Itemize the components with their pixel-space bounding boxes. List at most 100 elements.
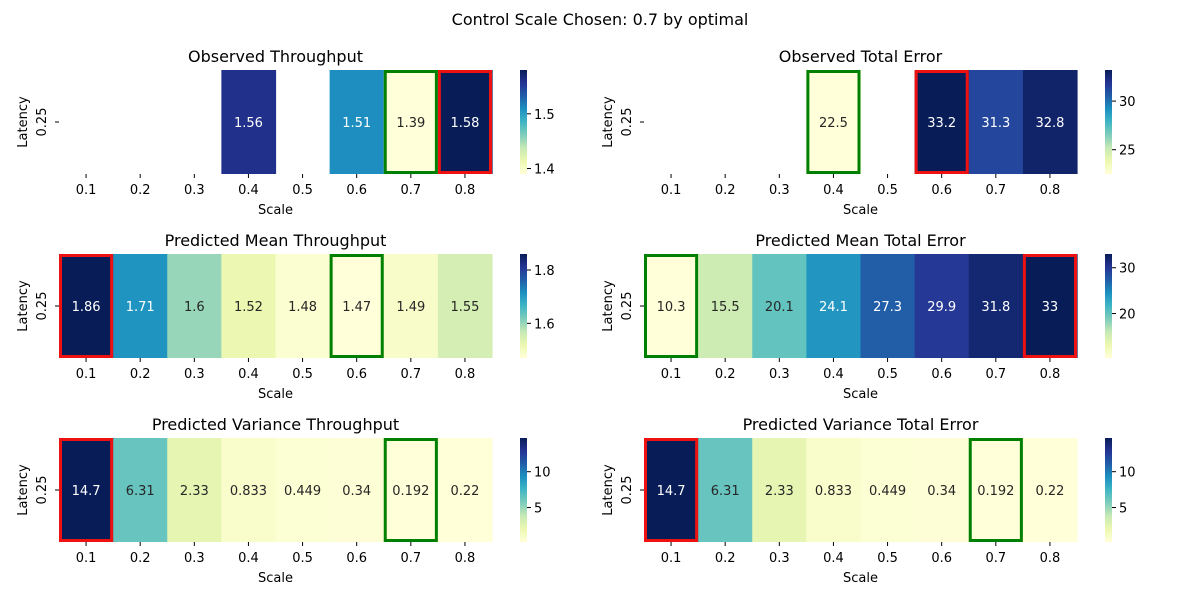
- x-tick-label: 0.2: [715, 367, 736, 382]
- cell-value-label: 24.1: [819, 300, 848, 315]
- colorbar-tick-label: 10: [1119, 466, 1136, 481]
- colorbar-tick-label: 1.4: [534, 163, 555, 178]
- colorbar-tick-label: 1.6: [534, 317, 555, 332]
- colorbar-tick-label: 30: [1119, 262, 1136, 277]
- x-tick-label: 0.5: [292, 551, 313, 566]
- best-highlight-box: [329, 254, 384, 358]
- x-tick-label: 0.1: [661, 183, 682, 198]
- heatmap-cell: [221, 254, 277, 358]
- colorbar: [1105, 438, 1112, 542]
- x-tick-label: 0.8: [455, 551, 476, 566]
- heatmap-cell: [806, 438, 862, 542]
- cell-value-label: 0.34: [342, 484, 371, 499]
- y-tick-label: 0.25: [35, 476, 50, 505]
- heatmap-cell: [1022, 438, 1078, 542]
- panel-title: Predicted Variance Throughput: [152, 415, 399, 434]
- cell-value-label: 6.31: [711, 484, 740, 499]
- x-tick-label: 0.6: [346, 367, 367, 382]
- heatmap-cell: [113, 254, 168, 358]
- colorbar-tick-label: 5: [534, 502, 542, 517]
- x-tick-label: 0.1: [661, 551, 682, 566]
- colorbar-tick-label: 10: [534, 466, 551, 481]
- cell-value-label: 1.39: [396, 116, 425, 131]
- x-tick-label: 0.2: [715, 551, 736, 566]
- worst-highlight-box: [59, 438, 114, 542]
- heatmap-cell: [1022, 70, 1078, 174]
- x-axis-label: Scale: [258, 203, 293, 218]
- x-tick-label: 0.2: [130, 367, 151, 382]
- cell-value-label: 0.833: [230, 484, 267, 499]
- x-tick-label: 0.1: [76, 183, 97, 198]
- x-tick-label: 0.1: [76, 551, 97, 566]
- heatmap-cell: [275, 254, 331, 358]
- heatmap-cell: [914, 70, 970, 174]
- cell-value-label: 0.22: [1035, 484, 1064, 499]
- heatmap-cell: [221, 438, 277, 542]
- y-axis-label: Latency: [601, 96, 616, 148]
- x-tick-label: 0.4: [823, 367, 844, 382]
- colorbar-tick-label: 1.8: [534, 264, 555, 279]
- heatmap-cell: [437, 254, 493, 358]
- cell-value-label: 2.33: [765, 484, 794, 499]
- x-tick-label: 0.6: [931, 551, 952, 566]
- x-tick-label: 0.7: [985, 367, 1006, 382]
- cell-value-label: 10.3: [657, 300, 686, 315]
- cell-value-label: 1.58: [450, 116, 479, 131]
- figure-suptitle: Control Scale Chosen: 0.7 by optimal: [451, 10, 749, 29]
- x-tick-label: 0.4: [823, 183, 844, 198]
- heatmap-cell: [437, 70, 493, 174]
- y-axis-label: Latency: [16, 280, 31, 332]
- x-tick-label: 0.6: [346, 551, 367, 566]
- heatmap-cell: [968, 254, 1024, 358]
- cell-value-label: 0.449: [869, 484, 906, 499]
- x-tick-label: 0.8: [455, 367, 476, 382]
- heatmap-cell: [1022, 254, 1078, 358]
- heatmap-cell: [59, 438, 114, 542]
- y-tick-label: 0.25: [35, 108, 50, 137]
- cell-value-label: 6.31: [126, 484, 155, 499]
- x-tick-label: 0.2: [130, 183, 151, 198]
- cell-value-label: 1.71: [126, 300, 155, 315]
- cell-value-label: 0.833: [815, 484, 852, 499]
- heatmap-cell: [644, 438, 699, 542]
- heatmap-cell: [914, 254, 970, 358]
- x-tick-label: 0.6: [346, 183, 367, 198]
- x-axis-label: Scale: [843, 203, 878, 218]
- heatmap-cell: [860, 254, 916, 358]
- worst-highlight-box: [437, 70, 492, 174]
- cell-value-label: 1.55: [450, 300, 479, 315]
- cell-value-label: 33: [1042, 300, 1059, 315]
- best-highlight-box: [383, 438, 438, 542]
- x-tick-label: 0.4: [238, 551, 259, 566]
- x-tick-label: 0.4: [823, 551, 844, 566]
- colorbar: [1105, 254, 1112, 358]
- cell-value-label: 1.51: [342, 116, 371, 131]
- colorbar: [520, 70, 527, 174]
- heatmap-cell: [914, 438, 970, 542]
- best-highlight-box: [806, 70, 861, 174]
- x-tick-label: 0.5: [877, 183, 898, 198]
- colorbar: [520, 438, 527, 542]
- x-tick-label: 0.5: [292, 367, 313, 382]
- cell-value-label: 29.9: [927, 300, 956, 315]
- cell-value-label: 22.5: [819, 116, 848, 131]
- y-axis-label: Latency: [601, 280, 616, 332]
- cell-value-label: 0.34: [927, 484, 956, 499]
- panel-title: Predicted Mean Total Error: [755, 231, 966, 250]
- cell-value-label: 1.49: [396, 300, 425, 315]
- heatmap-cell: [968, 438, 1024, 542]
- cell-value-label: 14.7: [72, 484, 101, 499]
- cell-value-label: 0.192: [977, 484, 1014, 499]
- cell-value-label: 0.192: [392, 484, 429, 499]
- cell-value-label: 0.22: [450, 484, 479, 499]
- colorbar-tick-label: 30: [1119, 95, 1136, 110]
- worst-highlight-box: [914, 70, 969, 174]
- x-tick-label: 0.1: [661, 367, 682, 382]
- cell-value-label: 1.86: [72, 300, 101, 315]
- x-tick-label: 0.5: [292, 183, 313, 198]
- cell-value-label: 1.6: [184, 300, 205, 315]
- x-tick-label: 0.8: [455, 183, 476, 198]
- worst-highlight-box: [644, 438, 699, 542]
- x-axis-label: Scale: [843, 387, 878, 402]
